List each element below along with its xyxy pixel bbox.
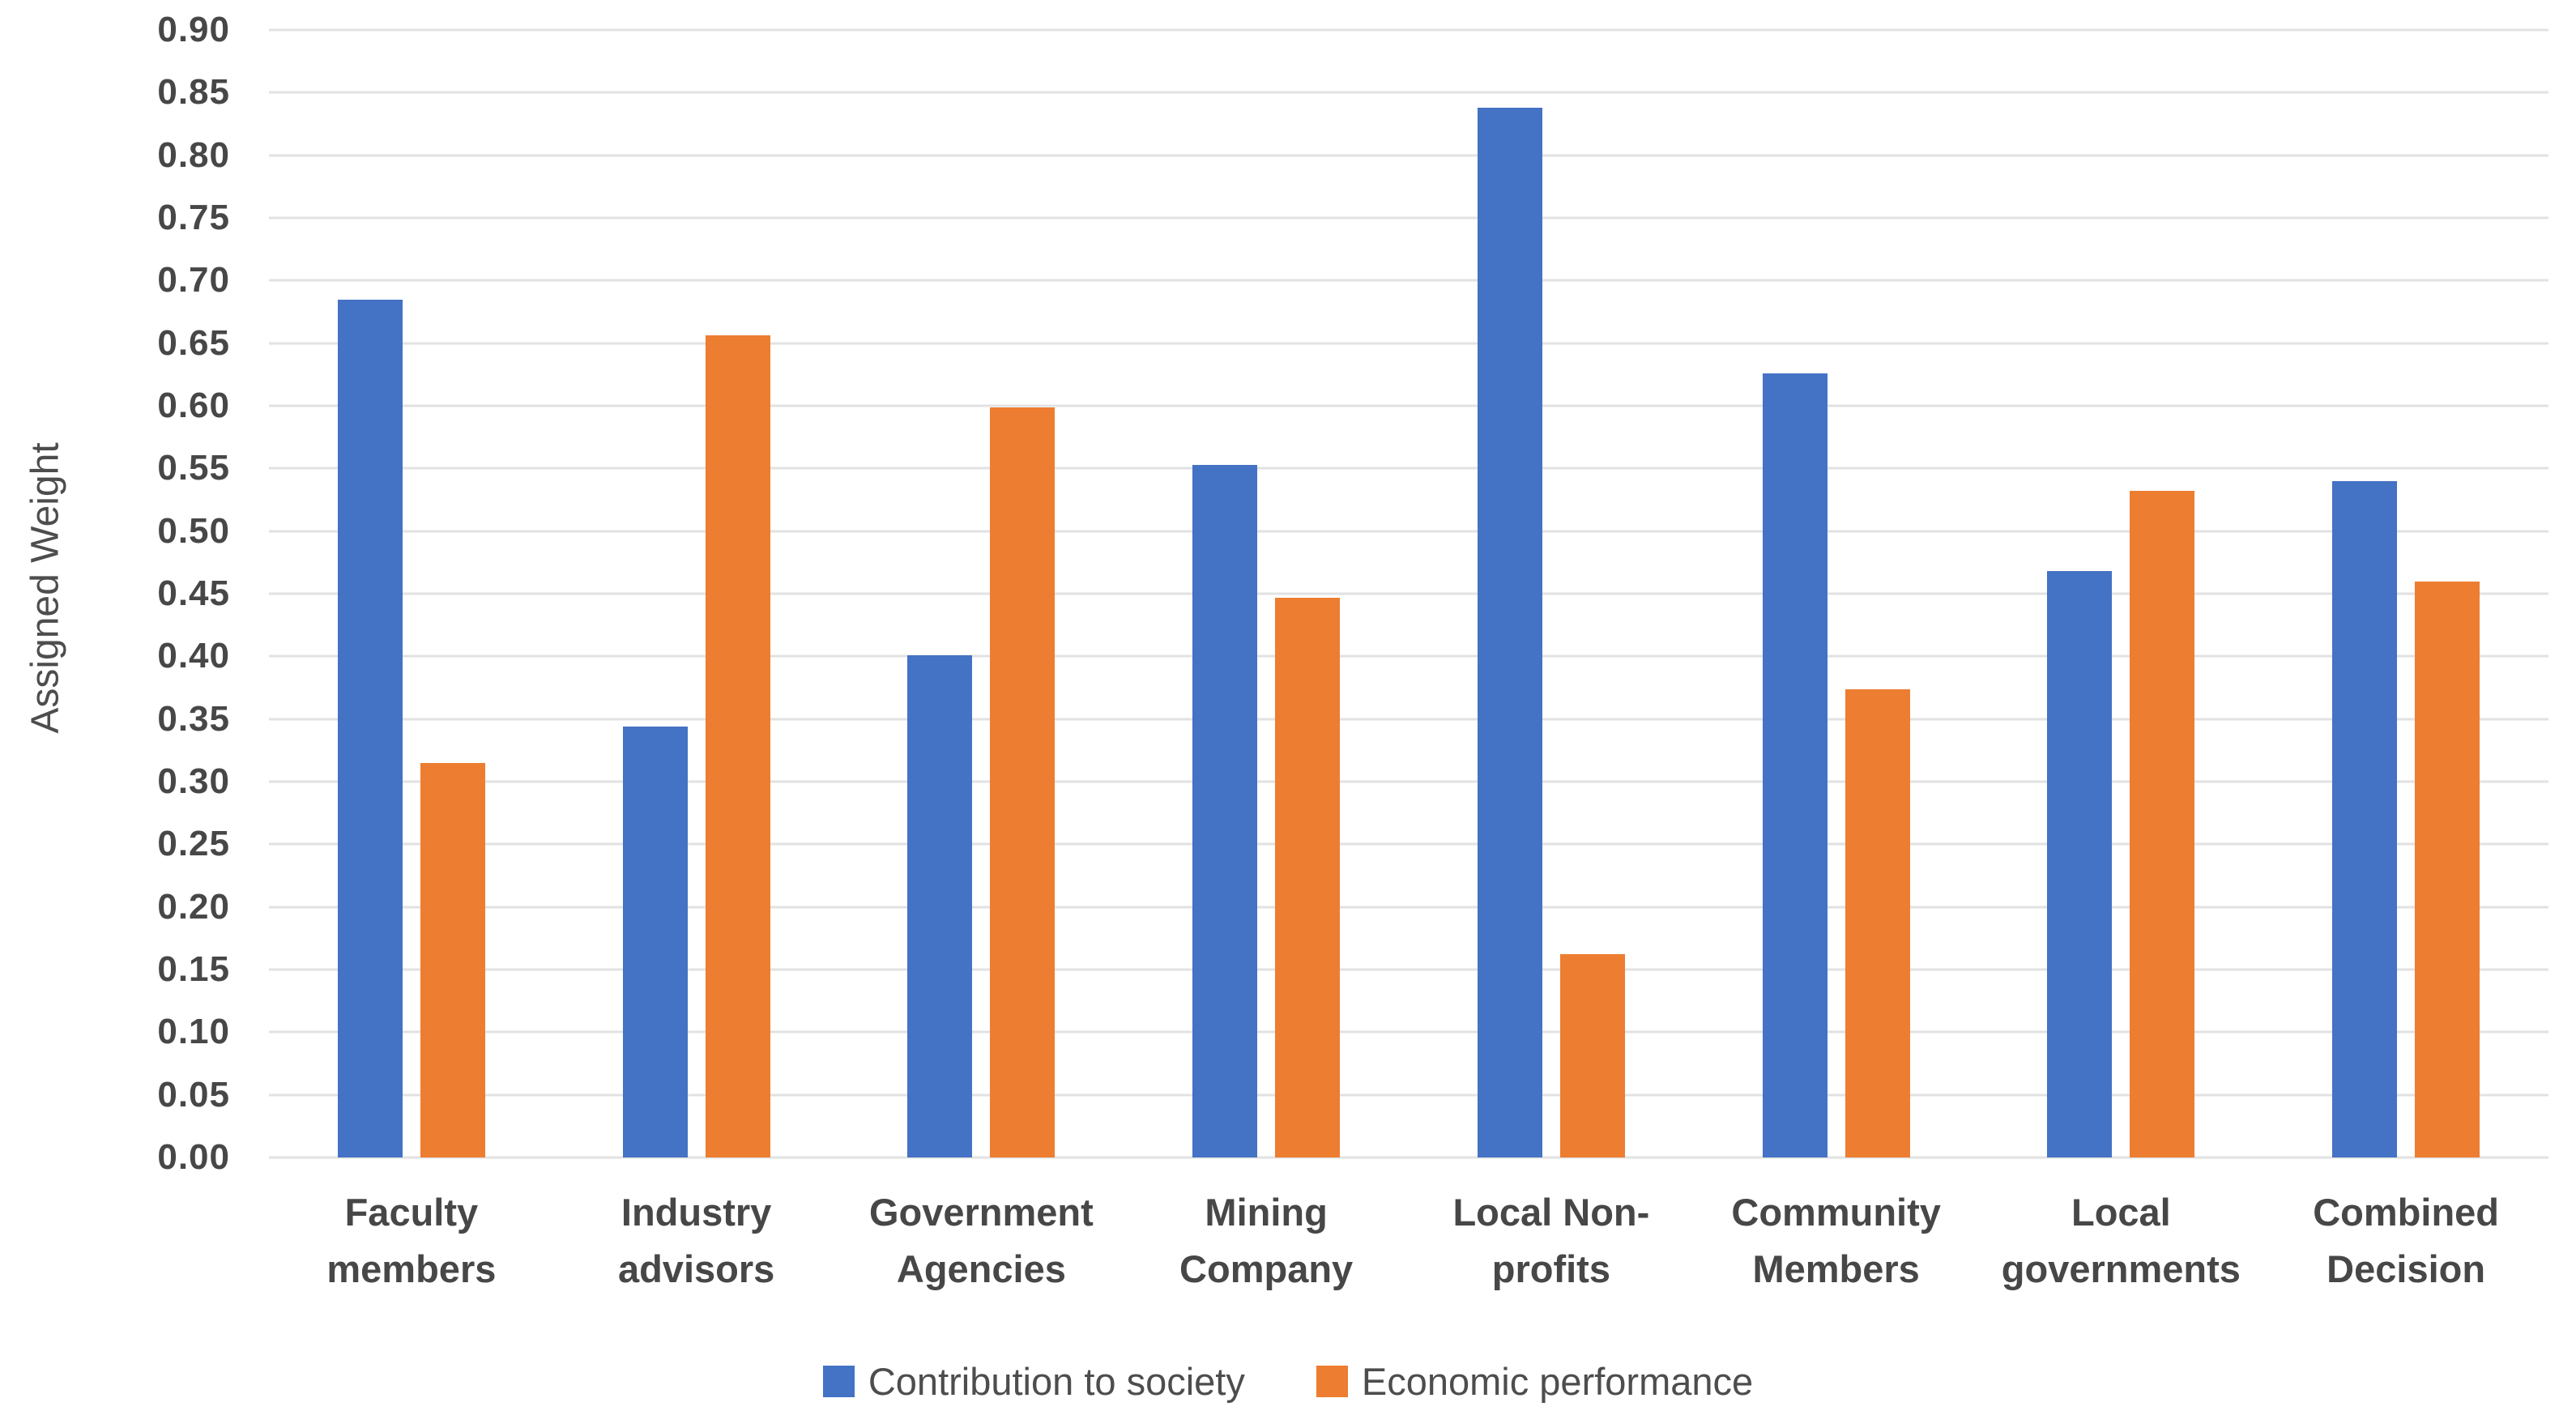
- category-label-text: Local governments: [2001, 1191, 2241, 1290]
- category-label: Combined Decision: [2263, 1184, 2548, 1298]
- category-label: Industry advisors: [554, 1184, 839, 1298]
- gridline: [269, 718, 2548, 721]
- y-tick-label: 0.85: [157, 72, 230, 113]
- gridline: [269, 968, 2548, 971]
- y-tick-label: 0.20: [157, 886, 230, 927]
- gridline: [269, 1156, 2548, 1159]
- legend-label: Economic performance: [1361, 1360, 1754, 1403]
- bar-group: [1979, 30, 2264, 1157]
- y-tick-label: 0.90: [157, 10, 230, 49]
- bar-group: [1694, 30, 1979, 1157]
- bar-group: [839, 30, 1124, 1157]
- bar: [1192, 464, 1258, 1157]
- gridline: [269, 28, 2548, 32]
- gridline: [269, 842, 2548, 846]
- bar: [337, 299, 403, 1157]
- category-label: Faculty members: [269, 1184, 554, 1298]
- legend-label: Contribution to society: [868, 1360, 1245, 1403]
- y-tick-label: 0.70: [157, 260, 230, 301]
- bar: [1559, 954, 1625, 1157]
- legend-item: Contribution to society: [822, 1359, 1245, 1404]
- category-label: Government Agencies: [839, 1184, 1124, 1298]
- legend-swatch-icon: [1316, 1366, 1348, 1397]
- y-tick-label: 0.15: [157, 949, 230, 989]
- bar: [907, 654, 973, 1157]
- gridline: [269, 91, 2548, 94]
- y-axis-tick-labels: 0.00 0.05 0.10 0.15 0.20 0.25 0.30 0.35 0.40 0.45…: [0, 10, 230, 1177]
- plot-area: [269, 28, 2548, 1159]
- bar: [990, 407, 1056, 1157]
- bar: [2332, 480, 2398, 1157]
- y-tick-label: 0.60: [157, 386, 230, 425]
- bar-series-container: [269, 30, 2548, 1157]
- category-label: Mining Company: [1124, 1184, 1409, 1298]
- bar: [420, 762, 485, 1157]
- bar: [1275, 597, 1341, 1157]
- category-label-text: Faculty members: [326, 1191, 497, 1290]
- bar-group: [2263, 30, 2548, 1157]
- y-tick-label: 0.00: [157, 1137, 230, 1177]
- bar-group: [1409, 30, 1694, 1157]
- y-tick-label: 0.30: [157, 761, 230, 801]
- category-label-text: Mining Company: [1179, 1191, 1354, 1290]
- gridline: [269, 906, 2548, 909]
- y-tick-label: 0.50: [157, 510, 230, 551]
- category-label-text: Local Non-profits: [1452, 1191, 1650, 1290]
- legend: Contribution to society Economic performa…: [0, 1359, 2576, 1404]
- category-label-text: Community Members: [1731, 1191, 1941, 1290]
- category-label-text: Industry advisors: [617, 1191, 775, 1290]
- legend-item: Economic performance: [1316, 1359, 1753, 1404]
- gridline: [269, 592, 2548, 595]
- gridline: [269, 780, 2548, 783]
- y-tick-label: 0.65: [157, 322, 230, 363]
- gridline: [269, 154, 2548, 157]
- bar: [705, 335, 770, 1157]
- category-label: Community Members: [1694, 1184, 1979, 1298]
- bar: [2047, 571, 2113, 1157]
- y-tick-label: 0.45: [157, 573, 230, 613]
- gridline: [269, 530, 2548, 533]
- y-tick-label: 0.35: [157, 698, 230, 739]
- gridline: [269, 342, 2548, 345]
- y-tick-label: 0.75: [157, 198, 230, 237]
- category-label: Local Non-profits: [1409, 1184, 1694, 1298]
- bar: [2415, 581, 2480, 1157]
- category-label-text: Government Agencies: [868, 1191, 1094, 1290]
- bar: [1477, 107, 1542, 1157]
- gridline: [269, 216, 2548, 220]
- category-label: Local governments: [1979, 1184, 2264, 1298]
- bar-group: [269, 30, 554, 1157]
- x-axis-category-labels: Faculty members Industry advisors Governme…: [269, 1184, 2548, 1298]
- bar-group: [554, 30, 839, 1157]
- y-tick-label: 0.40: [157, 636, 230, 676]
- y-tick-label: 0.05: [157, 1074, 230, 1115]
- legend-swatch-icon: [822, 1366, 855, 1397]
- gridline: [269, 404, 2548, 407]
- bar: [622, 726, 688, 1157]
- gridline: [269, 467, 2548, 470]
- gridline: [269, 1093, 2548, 1097]
- bar: [1762, 373, 1828, 1157]
- y-tick-label: 0.55: [157, 448, 230, 488]
- gridline: [269, 1030, 2548, 1034]
- category-label-text: Combined Decision: [2313, 1191, 2500, 1290]
- gridline: [269, 279, 2548, 282]
- y-tick-label: 0.25: [157, 824, 230, 864]
- y-tick-label: 0.10: [157, 1012, 230, 1052]
- bar: [1845, 688, 1910, 1157]
- bar-group: [1124, 30, 1409, 1157]
- y-tick-label: 0.80: [157, 134, 230, 175]
- gridline: [269, 654, 2548, 658]
- bar: [2130, 491, 2195, 1157]
